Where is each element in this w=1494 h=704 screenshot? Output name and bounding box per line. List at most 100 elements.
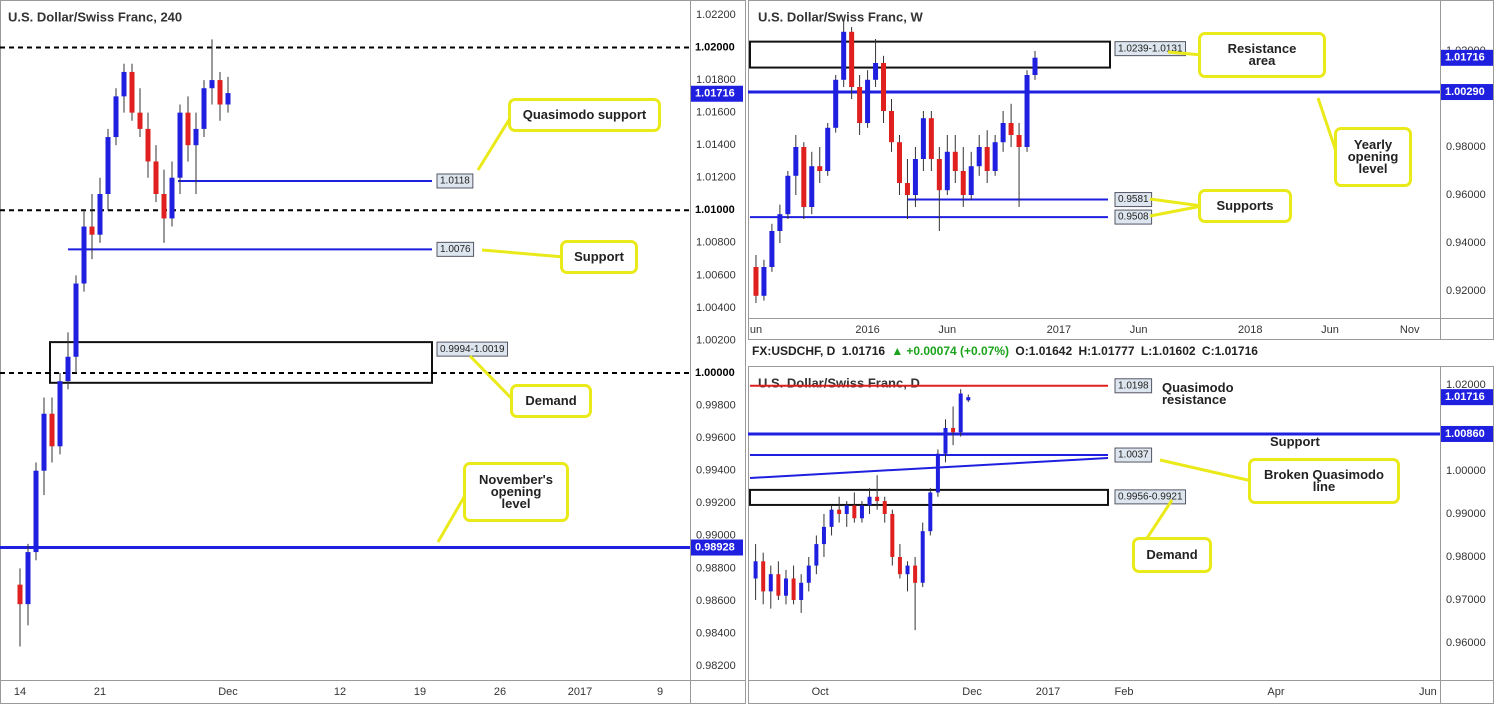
candle-body — [881, 63, 887, 111]
candle-body — [1000, 123, 1006, 143]
candle-body — [968, 166, 974, 195]
level-axis-label: 1.01000 — [695, 204, 735, 216]
candle-body — [841, 31, 847, 80]
chart-title: U.S. Dollar/Swiss Franc, D — [758, 375, 920, 390]
candle-body — [867, 496, 872, 506]
y-tick-label: 0.96000 — [1446, 637, 1486, 649]
candle-body — [920, 118, 926, 159]
x-tick-label: 2017 — [568, 686, 592, 698]
candle-body — [865, 79, 871, 123]
candle-body — [777, 214, 783, 231]
candle-body — [169, 177, 175, 219]
candle-body — [799, 582, 804, 600]
level-tag: 0.9508 — [1118, 212, 1149, 223]
candle-body — [817, 166, 823, 171]
x-tick-label: 9 — [657, 686, 663, 698]
candle-body — [785, 175, 791, 215]
level-axis-label: 0.98928 — [695, 541, 735, 553]
candle-body — [801, 147, 807, 207]
level-tag: 1.0037 — [1118, 450, 1149, 461]
level-tag-box — [1114, 447, 1153, 463]
candle-body — [951, 427, 956, 433]
level-axis-label: 1.00860 — [1445, 428, 1485, 440]
title-bg — [4, 8, 194, 28]
candle-body — [209, 80, 215, 89]
candle-body — [791, 578, 796, 600]
candle-body — [984, 147, 990, 171]
y-tick-label: 1.01200 — [696, 172, 736, 184]
y-tick-label: 0.94000 — [1446, 237, 1486, 249]
candle-body — [825, 127, 831, 171]
candle-body — [952, 151, 958, 171]
level-axis-box — [691, 202, 743, 219]
candle-body — [793, 147, 799, 176]
y-tick-label: 0.99600 — [696, 432, 736, 444]
x-tick-label: 21 — [94, 686, 106, 698]
candle-body — [761, 561, 766, 592]
candle-body — [768, 574, 773, 592]
candle-body — [49, 413, 55, 447]
annotation: Broken Quasimodo line — [1248, 458, 1400, 504]
zone — [749, 40, 1111, 69]
candle-body — [161, 194, 167, 219]
candle-body — [129, 71, 135, 113]
change: +0.00074 (+0.07%) — [906, 344, 1010, 358]
candle-body — [814, 544, 819, 566]
symbol: FX:USDCHF, D — [752, 344, 836, 358]
candle-body — [890, 513, 895, 557]
candle-body — [65, 356, 71, 382]
chart-title: U.S. Dollar/Swiss Franc, 240 — [8, 9, 182, 24]
candle-body — [928, 492, 933, 532]
y-tick-label: 1.00000 — [1446, 465, 1486, 477]
annotation: Demand — [510, 384, 592, 418]
y-tick-label: 1.00600 — [696, 269, 736, 281]
candle-body — [897, 556, 902, 575]
candle-body — [960, 171, 966, 195]
y-tick-label: 0.98000 — [1446, 141, 1486, 153]
zone-tag: 0.9956-0.9921 — [1118, 492, 1183, 503]
x-tick-label: 26 — [494, 686, 506, 698]
zone-tag-box — [1114, 489, 1187, 505]
trend-line — [749, 457, 1109, 479]
y-tick-label: 0.98600 — [696, 595, 736, 607]
title-bg — [754, 374, 944, 394]
x-tick-label: 14 — [14, 686, 26, 698]
candle-body — [928, 118, 934, 159]
candle-body — [859, 505, 864, 519]
candle-body — [882, 501, 887, 514]
x-tick-label: 2017 — [1047, 324, 1071, 336]
y-tick-label: 1.01600 — [696, 107, 736, 119]
y-tick-label: 0.98200 — [696, 660, 736, 672]
callout-pointer — [481, 248, 565, 259]
candle-body — [1016, 135, 1022, 147]
level-tag-box — [436, 241, 475, 257]
zone — [49, 341, 433, 384]
panel-frame — [748, 366, 1494, 704]
candle-body — [935, 453, 940, 493]
candle-body — [783, 578, 788, 596]
level-axis-box — [1441, 84, 1493, 101]
x-tick-label: Nov — [1400, 324, 1420, 336]
candle-body — [89, 226, 95, 235]
callout-pointer — [1149, 197, 1203, 208]
annotation: Resistance area — [1198, 32, 1326, 78]
candle-body — [25, 552, 31, 605]
candle-body — [193, 128, 199, 146]
callout-pointer — [436, 491, 469, 543]
candle-body — [873, 63, 879, 80]
zone-tag-box — [1114, 41, 1187, 57]
level-axis-label: 1.00290 — [1445, 86, 1485, 98]
y-tick-label: 1.02200 — [696, 9, 736, 21]
callout-pointer — [1167, 50, 1203, 57]
candle-body — [913, 565, 918, 583]
x-tick-label: un — [750, 324, 762, 336]
x-tick-label: Jun — [938, 324, 956, 336]
annotation: Support — [1270, 434, 1320, 449]
annotation: Quasimodo support — [508, 98, 661, 132]
x-tick-label: 12 — [334, 686, 346, 698]
annotation: November's opening level — [463, 462, 569, 522]
annotation: Quasimodo resistance — [1162, 380, 1234, 407]
x-tick-label: Feb — [1115, 686, 1134, 698]
